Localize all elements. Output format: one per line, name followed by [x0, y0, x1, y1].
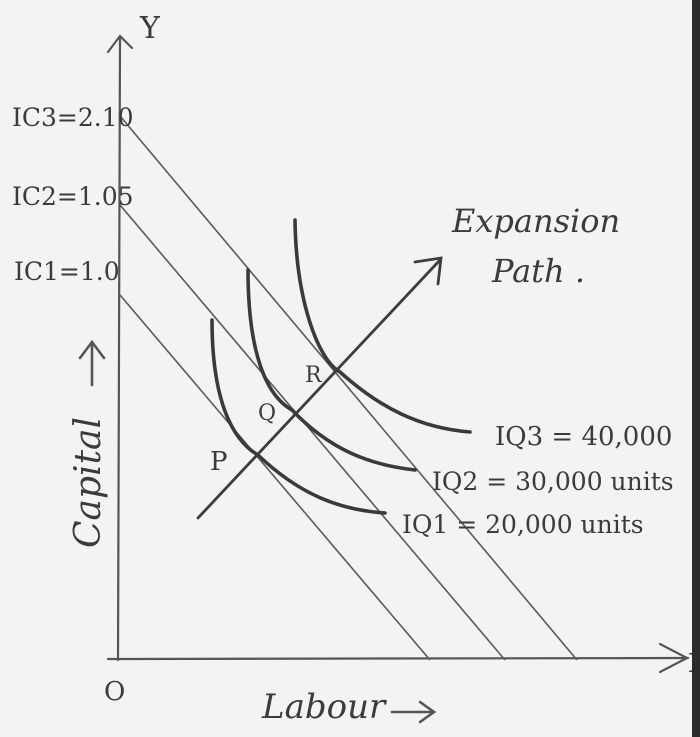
isoquant-iq3	[293, 218, 472, 434]
y-label-arrow	[78, 339, 106, 387]
isoquant-label-iq2: IQ2 = 30,000 units	[432, 467, 674, 496]
point-label-r: R	[305, 363, 323, 388]
isocost-label-ic3: IC3=2.10	[12, 103, 134, 132]
x-label-arrow	[390, 700, 437, 724]
point-label-q: Q	[258, 401, 276, 426]
expansion-path-line	[196, 258, 442, 520]
point-label-p: P	[210, 447, 228, 477]
expansion-path-label-line2: Path .	[491, 252, 585, 290]
y-axis	[116, 36, 122, 662]
origin-label: O	[104, 677, 125, 707]
isocost-label-ic1: IC1=1.0	[14, 257, 120, 286]
isocost-lines	[119, 115, 578, 661]
isocost-line-ic2	[119, 204, 506, 661]
isoquant-label-iq1: IQ1 = 20,000 units	[402, 510, 644, 539]
expansion-path	[196, 256, 443, 520]
isocost-label-ic2: IC2=1.05	[12, 182, 134, 211]
isocost-line-ic3	[119, 115, 578, 661]
isoquant-iq2	[246, 268, 417, 472]
expansion-path-label-line1: Expansion	[451, 202, 620, 240]
isocost-line-ic1	[119, 294, 431, 661]
scan-edge	[692, 0, 700, 737]
expansion-path-arrow	[413, 256, 443, 286]
y-axis-label: Capital	[68, 417, 109, 548]
x-axis-arrow	[658, 642, 690, 674]
y-axis-symbol: Y	[139, 11, 161, 46]
x-axis-label: Labour	[261, 687, 387, 727]
axes	[106, 34, 690, 674]
x-axis	[106, 656, 690, 661]
isoquant-label-iq3: IQ3 = 40,000	[495, 422, 672, 452]
y-axis-arrow	[106, 34, 134, 54]
